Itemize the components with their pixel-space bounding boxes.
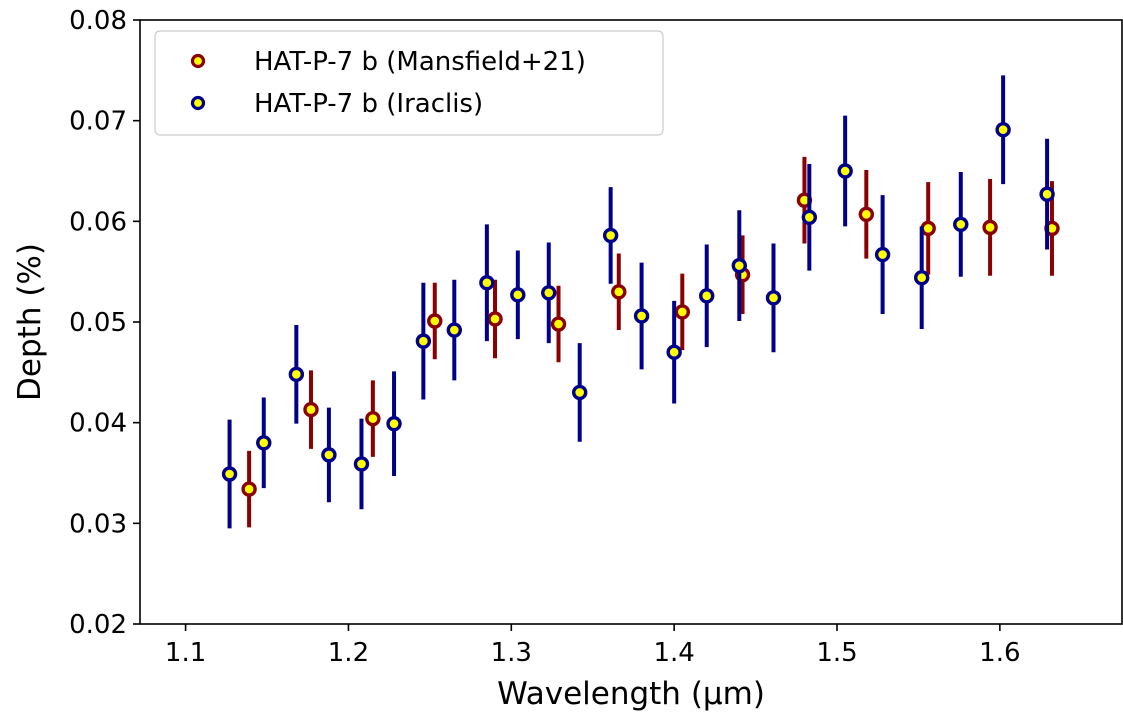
y-tick-label: 0.05 [69,308,127,338]
data-point [415,333,432,349]
data-point [479,275,495,291]
legend: HAT-P-7 b (Mansfield+21) HAT-P-7 b (Irac… [154,30,664,136]
data-point [982,219,998,236]
data-point [386,415,402,432]
y-tick-label: 0.07 [69,107,127,137]
y-axis-label: Depth (%) [12,243,48,401]
data-point [731,257,747,274]
x-tick-label: 1.5 [816,638,857,668]
legend-box [154,30,664,136]
y-tick-label: 0.08 [69,6,127,36]
data-point [321,447,337,463]
data-point [611,284,627,300]
y-tick-label: 0.04 [69,409,127,439]
data-point [602,227,619,244]
x-tick-label: 1.4 [653,638,694,668]
data-point [510,287,526,303]
data-point [765,290,782,306]
data-point [633,308,650,324]
y-tick-label: 0.06 [69,207,127,237]
data-point [288,366,305,383]
data-point [241,481,257,497]
data-point [221,466,238,482]
y-tick-label: 0.02 [69,610,127,640]
data-point [995,122,1011,138]
legend-label-mansfield: HAT-P-7 b (Mansfield+21) [254,47,586,77]
data-point [353,456,370,472]
ticks-layer: 1.1 1.2 1.3 1.4 1.5 1.6 0.02 0.03 0.04 0.05 0.06 0.… [69,6,1020,668]
y-tick-label: 0.03 [69,509,127,539]
data-point [920,220,936,237]
data-point [303,401,319,418]
legend-label-iraclis: HAT-P-7 b (Iraclis) [254,89,483,119]
series-1 [221,75,1055,529]
data-point [550,316,567,332]
data-point [1039,186,1055,202]
data-point [837,163,853,179]
data-point [541,285,557,301]
data-point [666,344,682,360]
data-point [913,270,930,286]
data-point [487,311,503,327]
x-tick-label: 1.3 [491,638,532,668]
data-point [858,206,875,222]
data-point [801,209,818,226]
data-point [874,246,891,263]
series-0 [241,156,1060,528]
x-axis-label: Wavelength (μm) [497,676,765,712]
x-tick-label: 1.2 [328,638,369,668]
data-point [572,384,588,401]
data-point [446,322,463,338]
legend-marker-mansfield [190,53,206,69]
x-tick-label: 1.1 [165,638,206,668]
x-tick-label: 1.6 [979,638,1020,668]
data-point [953,216,969,233]
data-point [256,435,272,451]
data-point [427,313,443,329]
legend-marker-iraclis [190,95,206,111]
data-point [699,288,715,304]
data-point [365,410,381,427]
data-point [674,304,690,320]
data-layer [221,75,1060,529]
